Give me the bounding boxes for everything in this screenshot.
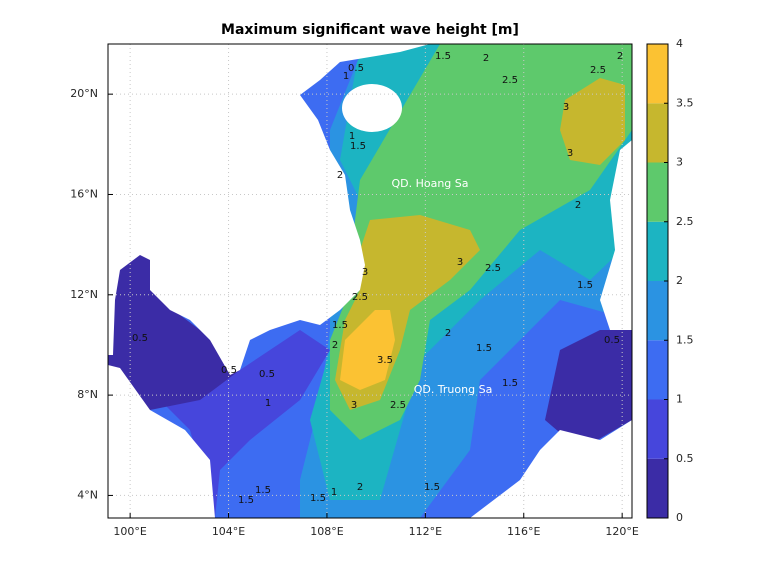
contour-label: 1.5	[424, 482, 440, 493]
y-tick-label: 12°N	[70, 288, 98, 301]
contour-label: 1.5	[310, 493, 326, 504]
colorbar-tick-label: 0	[676, 511, 683, 524]
land-mass	[600, 140, 632, 330]
wave-band	[108, 255, 240, 410]
contour-label: 0.5	[348, 63, 364, 74]
wave-band	[150, 330, 330, 518]
contour-label: 1.5	[476, 343, 492, 354]
contour-label: 1.5	[238, 495, 254, 506]
colorbar-segment	[647, 281, 668, 341]
land-mass	[108, 365, 215, 518]
land-mass	[470, 420, 632, 518]
y-tick-label: 20°N	[70, 87, 98, 100]
contour-label: 1	[349, 131, 355, 142]
contour-label: 0.5	[221, 365, 237, 376]
y-tick-label: 16°N	[70, 187, 98, 200]
colorbar-tick-label: 2	[676, 274, 683, 287]
contour-label: 3	[567, 148, 573, 159]
colorbar-tick-label: 1.5	[676, 333, 694, 346]
contour-label: 1.5	[577, 280, 593, 291]
wave-band	[330, 44, 632, 440]
contour-label: 2	[332, 340, 338, 351]
contour-label: 0.5	[259, 369, 275, 380]
x-tick-label: 104°E	[212, 525, 245, 538]
colorbar-tick-label: 2.5	[676, 215, 694, 228]
wave-band	[560, 78, 625, 165]
contour-label: 1.5	[332, 320, 348, 331]
contour-label: 1.5	[350, 141, 366, 152]
contour-label: 1	[343, 71, 349, 82]
contour-label: 2	[483, 53, 489, 64]
land-mass	[108, 44, 430, 375]
contour-label: 1	[331, 487, 337, 498]
x-tick-label: 100°E	[113, 525, 146, 538]
x-tick-label: 116°E	[507, 525, 540, 538]
map-frame	[107, 43, 633, 519]
contour-label: 3	[362, 267, 368, 278]
y-tick-label: 4°N	[77, 488, 98, 501]
contour-label: 0.5	[132, 333, 148, 344]
colorbar-tick-label: 4	[676, 37, 683, 50]
contour-label: 2	[357, 482, 363, 493]
hainan	[342, 84, 402, 132]
colorbar-tick-label: 3.5	[676, 96, 694, 109]
wave-band	[340, 310, 395, 390]
colorbar-segment	[647, 44, 668, 104]
x-tick-label: 108°E	[310, 525, 343, 538]
contour-label: 2	[337, 170, 343, 181]
contour-label: 2	[575, 200, 581, 211]
contour-label: 3	[563, 102, 569, 113]
contour-label: 3	[351, 400, 357, 411]
island-label: QD. Truong Sa	[414, 383, 493, 396]
contour-label: 3	[457, 257, 463, 268]
contour-label: 2.5	[390, 400, 406, 411]
island-label: QD. Hoang Sa	[391, 177, 468, 190]
contour-label: 2.5	[352, 292, 368, 303]
wave-band	[545, 330, 632, 450]
colorbar-tick-label: 1	[676, 393, 683, 406]
contour-label: 1.5	[435, 51, 451, 62]
x-tick-label: 112°E	[409, 525, 442, 538]
colorbar-segment	[647, 221, 668, 281]
colorbar-segment	[647, 458, 668, 518]
contour-label: 1	[265, 398, 271, 409]
contour-label: 1.5	[502, 378, 518, 389]
contour-label: 2	[445, 328, 451, 339]
colorbar-tick-label: 0.5	[676, 452, 694, 465]
contour-label: 2	[617, 51, 623, 62]
contour-label: 2.5	[502, 75, 518, 86]
contour-label: 0.5	[604, 335, 620, 346]
y-tick-label: 8°N	[77, 388, 98, 401]
colorbar-segment	[647, 103, 668, 163]
colorbar-segment	[647, 340, 668, 400]
contour-label: 2.5	[485, 263, 501, 274]
colorbar-segment	[647, 399, 668, 459]
contour-label: 2.5	[590, 65, 606, 76]
colorbar-tick-label: 3	[676, 156, 683, 169]
overlay: 100°E 104°E 108°E 112°E 116°E 120°E 4°N 8°N 12°N…	[70, 43, 639, 538]
contour-label: 1.5	[255, 485, 271, 496]
contour-label: 3.5	[377, 355, 393, 366]
colorbar-segment	[647, 162, 668, 222]
title: Maximum significant wave height [m]	[221, 22, 519, 38]
x-tick-label: 120°E	[605, 525, 638, 538]
land	[108, 44, 632, 518]
